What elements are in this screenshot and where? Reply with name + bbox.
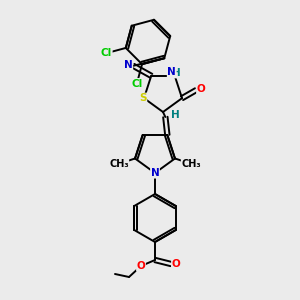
Text: S: S bbox=[139, 93, 147, 103]
Text: N: N bbox=[151, 168, 159, 178]
Text: CH₃: CH₃ bbox=[109, 159, 129, 169]
Text: O: O bbox=[196, 84, 206, 94]
Text: Cl: Cl bbox=[101, 48, 112, 58]
Text: O: O bbox=[136, 261, 146, 271]
Text: H: H bbox=[171, 110, 180, 120]
Text: Cl: Cl bbox=[131, 79, 142, 88]
Text: N: N bbox=[124, 60, 133, 70]
Text: N: N bbox=[167, 67, 176, 77]
Text: O: O bbox=[172, 259, 180, 269]
Text: CH₃: CH₃ bbox=[181, 159, 201, 169]
Text: H: H bbox=[172, 68, 181, 78]
